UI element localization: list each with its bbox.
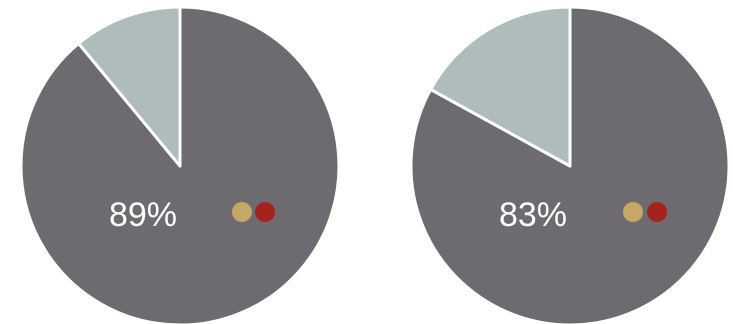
pie-chart-2: 83% — [409, 5, 731, 324]
pie-chart-2-slice-2 — [429, 5, 572, 168]
pie-chart-1-legend-dot-2 — [255, 202, 275, 222]
pie-chart-1-legend-dot-1 — [232, 202, 252, 222]
pie-chart-2-legend-dot-2 — [647, 202, 667, 222]
pie-chart-1-slice-2 — [77, 5, 182, 168]
pie-chart-2-percent-label: 83% — [499, 196, 567, 234]
pie-chart-2-legend-dot-1 — [623, 202, 643, 222]
pie-chart-1-percent-label: 89% — [109, 196, 177, 234]
pie-chart-1: 89% — [19, 5, 341, 324]
